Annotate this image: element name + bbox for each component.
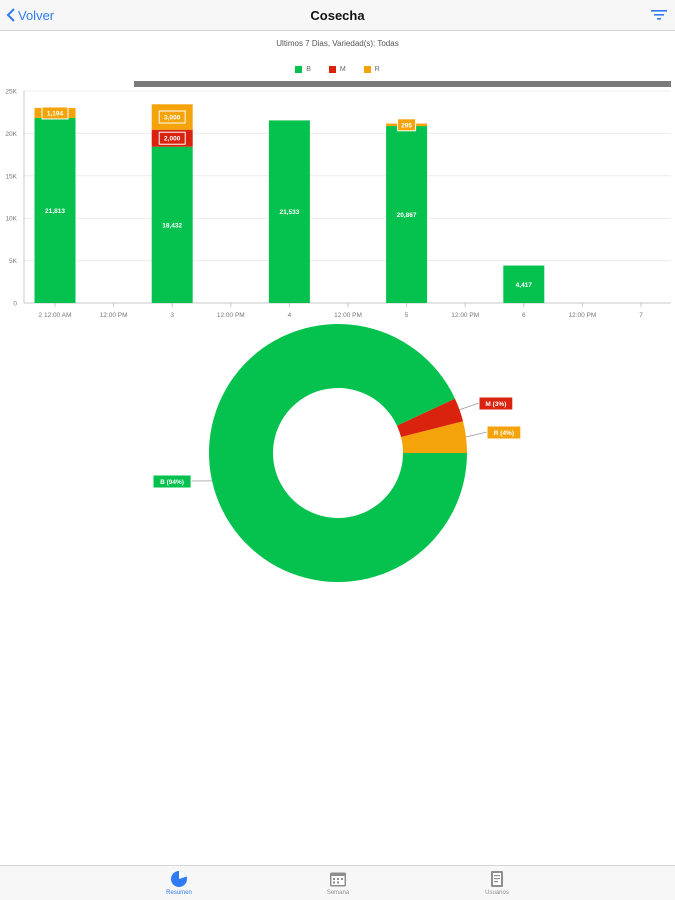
donut-slice-b xyxy=(208,324,467,583)
data-label-box xyxy=(158,131,186,145)
donut-chart[interactable]: R (4%) M (3%) B (94%) xyxy=(0,0,675,600)
legend-item-m[interactable]: M xyxy=(328,64,346,74)
back-label: Volver xyxy=(18,7,55,23)
y-tick-label: 20K xyxy=(5,131,17,138)
y-tick-label: 10K xyxy=(5,216,17,223)
donut-slice-r xyxy=(400,421,467,453)
slice-label: R (4%) xyxy=(494,430,514,437)
donut-slice-m xyxy=(396,398,464,437)
slice-label-box xyxy=(152,474,192,489)
x-tick-label: 12:00 PM xyxy=(568,312,596,319)
legend-label-m: M xyxy=(339,65,346,73)
slice-label: M (3%) xyxy=(485,401,506,408)
x-tick-label: 5 xyxy=(405,312,409,319)
navigation-bar: Volver Cosecha xyxy=(0,0,675,31)
bar-b xyxy=(268,120,310,303)
tab-resumen[interactable]: Resumen xyxy=(149,870,209,896)
slice-label-box xyxy=(486,425,522,440)
x-tick-label: 12:00 PM xyxy=(100,312,128,319)
chart-subtitle: Ultimos 7 Dias, Variedad(s): Todas xyxy=(276,39,399,48)
x-tick-label: 3 xyxy=(170,312,174,319)
callout-line xyxy=(465,431,488,438)
slice-label: B (94%) xyxy=(160,479,184,486)
tab-label-usuarios: Usuarios xyxy=(485,890,509,896)
y-tick-label: 25K xyxy=(5,89,17,96)
chart-legend: B M R xyxy=(0,64,675,74)
filter-icon[interactable] xyxy=(651,9,667,21)
callout-line xyxy=(459,402,480,411)
y-tick-label: 5K xyxy=(9,258,18,265)
x-tick-label: 4 xyxy=(288,312,292,319)
y-tick-label: 15K xyxy=(5,173,17,180)
back-button[interactable]: Volver xyxy=(6,7,54,23)
data-label: 1,194 xyxy=(47,110,64,117)
x-tick-label: 6 xyxy=(522,312,526,319)
legend-item-r[interactable]: R xyxy=(363,64,380,74)
bar-b xyxy=(386,126,428,303)
data-label: 20,867 xyxy=(397,212,417,219)
pie-chart-icon xyxy=(171,871,187,887)
legend-label-b: B xyxy=(306,65,311,73)
tab-label-semana: Semana xyxy=(326,890,350,896)
bar-b xyxy=(151,146,193,303)
x-tick-label: 12:00 PM xyxy=(217,312,245,319)
data-label-box xyxy=(158,110,186,124)
data-label: 18,432 xyxy=(162,222,182,229)
tab-semana[interactable]: Semana xyxy=(308,870,368,896)
data-label: 295 xyxy=(401,122,412,129)
bar-b xyxy=(503,265,545,303)
data-label: 21,533 xyxy=(279,209,299,216)
data-label: 2,000 xyxy=(164,136,181,143)
x-tick-label: 7 xyxy=(639,312,643,319)
legend-label-r: R xyxy=(374,65,380,73)
data-label: 3,000 xyxy=(164,115,181,122)
data-label-box xyxy=(397,118,417,132)
calendar-icon xyxy=(330,872,346,887)
bar-b xyxy=(34,118,76,303)
page-title: Cosecha xyxy=(310,8,365,23)
y-tick-label: 0 xyxy=(13,301,17,308)
x-tick-label: 12:00 PM xyxy=(451,312,479,319)
notebook-icon xyxy=(491,871,503,887)
legend-item-b[interactable]: B xyxy=(295,64,311,74)
data-label: 21,813 xyxy=(45,208,65,215)
legend-swatch-r xyxy=(363,65,371,73)
data-label-box xyxy=(41,106,69,120)
slice-label-box xyxy=(478,396,514,411)
data-label: 4,417 xyxy=(516,282,533,289)
chart-scrollbar[interactable] xyxy=(134,81,671,87)
tab-label-resumen: Resumen xyxy=(166,890,192,896)
legend-swatch-m xyxy=(328,65,336,73)
chevron-left-icon xyxy=(6,8,15,22)
tab-bar: Resumen Semana Usuarios xyxy=(0,865,675,900)
tab-usuarios[interactable]: Usuarios xyxy=(467,870,527,896)
stacked-bar-chart[interactable]: 0 5K 10K 15K 20K 25K 2 12:00 AM 12:00 PM 3 12:00 … xyxy=(0,0,675,330)
legend-swatch-b xyxy=(295,65,303,73)
x-tick-label: 2 12:00 AM xyxy=(39,312,72,319)
x-tick-label: 12:00 PM xyxy=(334,312,362,319)
